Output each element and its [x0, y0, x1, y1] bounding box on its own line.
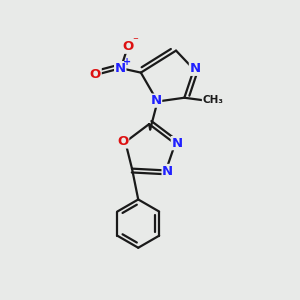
Text: O: O [123, 40, 134, 53]
Text: O: O [117, 135, 129, 148]
Text: CH₃: CH₃ [202, 95, 224, 105]
Text: ⁻: ⁻ [133, 36, 139, 46]
Text: N: N [171, 136, 182, 150]
Text: O: O [90, 68, 101, 81]
Text: N: N [151, 94, 162, 107]
Text: N: N [115, 62, 126, 75]
Text: +: + [123, 57, 131, 67]
Text: N: N [162, 164, 173, 178]
Text: N: N [189, 62, 201, 75]
